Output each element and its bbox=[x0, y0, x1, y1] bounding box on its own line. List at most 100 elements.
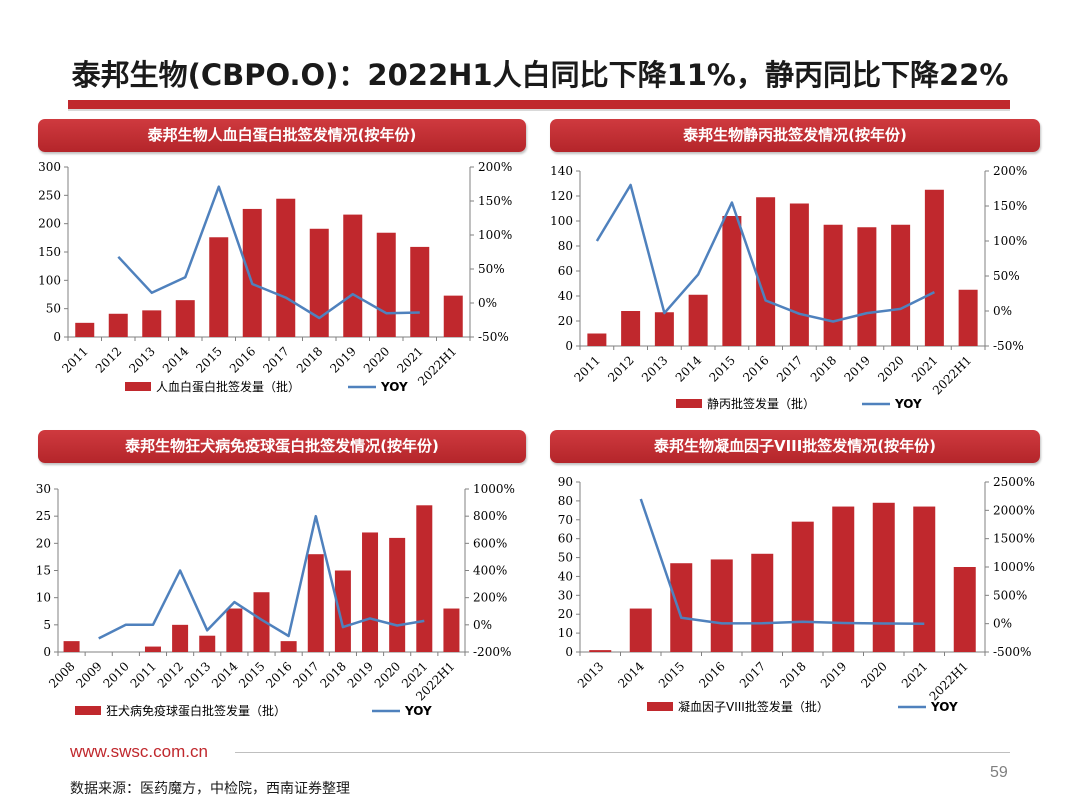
bar bbox=[334, 570, 351, 652]
y2-tick-label: 100% bbox=[478, 228, 512, 242]
x-tick-label: 2020 bbox=[858, 659, 889, 690]
y2-tick-label: 1000% bbox=[993, 560, 1035, 574]
x-tick-label: 2019 bbox=[345, 659, 376, 690]
legend-swatch-bar bbox=[676, 399, 702, 408]
x-tick-label: 2018 bbox=[808, 353, 839, 384]
bar bbox=[144, 646, 161, 652]
bar bbox=[209, 237, 229, 337]
y2-tick-label: 200% bbox=[993, 164, 1027, 178]
x-tick-label: 2013 bbox=[126, 344, 157, 375]
x-tick-label: 2018 bbox=[318, 659, 349, 690]
x-tick-label: 2017 bbox=[290, 659, 321, 690]
y-tick-label: 70 bbox=[558, 513, 573, 527]
y-tick-label: 50 bbox=[46, 302, 61, 316]
bar bbox=[276, 198, 296, 337]
bar bbox=[958, 289, 978, 346]
bar bbox=[75, 322, 95, 337]
x-tick-label: 2009 bbox=[73, 659, 104, 690]
y-tick-label: 20 bbox=[558, 314, 573, 328]
y2-tick-label: 100% bbox=[993, 234, 1027, 248]
yoy-line bbox=[117, 185, 420, 320]
y2-tick-label: 200% bbox=[473, 591, 507, 605]
x-tick-label: 2011 bbox=[59, 344, 90, 375]
legend-label-bar: 人血白蛋白批签发量（批） bbox=[156, 379, 300, 394]
bar bbox=[823, 224, 843, 346]
bar bbox=[751, 553, 774, 652]
yoy-line bbox=[98, 514, 425, 640]
bar bbox=[389, 537, 406, 652]
x-tick-label: 2011 bbox=[571, 353, 602, 384]
x-tick-label: 2016 bbox=[227, 344, 258, 375]
x-tick-label: 2019 bbox=[818, 659, 849, 690]
x-tick-label: 2021 bbox=[394, 344, 425, 375]
x-tick-label: 2015 bbox=[236, 659, 267, 690]
bar bbox=[362, 532, 379, 652]
bar bbox=[416, 505, 433, 652]
y-tick-label: 15 bbox=[36, 564, 51, 578]
y2-tick-label: -50% bbox=[478, 330, 509, 344]
y2-tick-label: 400% bbox=[473, 564, 507, 578]
x-tick-label: 2016 bbox=[263, 659, 294, 690]
y-tick-label: 80 bbox=[558, 494, 573, 508]
y-tick-label: 40 bbox=[558, 569, 573, 583]
x-tick-label: 2016 bbox=[740, 353, 771, 384]
y2-tick-label: 0% bbox=[478, 296, 497, 310]
bar bbox=[253, 592, 270, 652]
x-tick-label: 2014 bbox=[160, 344, 192, 376]
x-tick-label: 2021 bbox=[909, 353, 940, 384]
y-tick-label: 0 bbox=[565, 645, 573, 659]
y2-tick-label: 150% bbox=[478, 194, 512, 208]
y2-tick-label: 0% bbox=[473, 618, 492, 632]
y-tick-label: 10 bbox=[558, 626, 573, 640]
bar bbox=[629, 608, 652, 652]
x-tick-label: 2017 bbox=[774, 353, 805, 384]
y2-tick-label: 50% bbox=[993, 269, 1020, 283]
bar bbox=[832, 506, 855, 652]
y2-tick-label: -500% bbox=[993, 645, 1031, 659]
chart-1: 0 20 40 60 80 100 120 140 -50% 0% 50% 100% 150% 200% 2… bbox=[550, 164, 1027, 411]
bar bbox=[410, 246, 430, 337]
x-tick-label: 2015 bbox=[706, 353, 737, 384]
y2-tick-label: 600% bbox=[473, 536, 507, 550]
yoy-line bbox=[595, 183, 935, 323]
bar bbox=[108, 313, 128, 337]
y-tick-label: 250 bbox=[38, 188, 61, 202]
website-url[interactable]: www.swsc.com.cn bbox=[70, 742, 208, 761]
y-tick-label: 0 bbox=[53, 330, 61, 344]
bar bbox=[226, 608, 243, 652]
legend-label-line: YOY bbox=[404, 704, 432, 718]
legend-swatch-bar bbox=[647, 702, 673, 711]
bar bbox=[913, 506, 936, 652]
yoy-line bbox=[639, 498, 925, 626]
bar bbox=[891, 224, 911, 346]
y-tick-label: 5 bbox=[43, 618, 51, 632]
x-tick-label: 2015 bbox=[656, 659, 687, 690]
legend-label-line: YOY bbox=[930, 700, 958, 714]
bar bbox=[587, 333, 607, 346]
chart-0: 0 50 100 150 200 250 300 -50% 0% 50% 100% 150% 200% 2… bbox=[38, 160, 512, 394]
y-tick-label: 40 bbox=[558, 289, 573, 303]
bar bbox=[589, 650, 612, 652]
y-tick-label: 20 bbox=[558, 607, 573, 621]
x-tick-label: 2012 bbox=[605, 353, 636, 384]
y-tick-label: 10 bbox=[36, 591, 51, 605]
bar bbox=[443, 608, 460, 652]
bar bbox=[343, 214, 363, 337]
y-tick-label: 0 bbox=[43, 645, 51, 659]
bar bbox=[199, 635, 216, 652]
bar bbox=[142, 310, 162, 337]
bar bbox=[791, 521, 814, 652]
x-tick-label: 2018 bbox=[294, 344, 325, 375]
x-tick-label: 2021 bbox=[899, 659, 930, 690]
y2-tick-label: 1500% bbox=[993, 532, 1035, 546]
y2-tick-label: -50% bbox=[993, 339, 1024, 353]
bar bbox=[63, 641, 80, 652]
title-underline-shadow bbox=[68, 109, 1010, 111]
y-tick-label: 60 bbox=[558, 264, 573, 278]
y-tick-label: 80 bbox=[558, 239, 573, 253]
y-tick-label: 300 bbox=[38, 160, 61, 174]
bar bbox=[857, 227, 877, 346]
x-tick-label: 2018 bbox=[777, 659, 808, 690]
data-source-note: 数据来源：医药魔方，中检院，西南证券整理 bbox=[70, 781, 350, 797]
